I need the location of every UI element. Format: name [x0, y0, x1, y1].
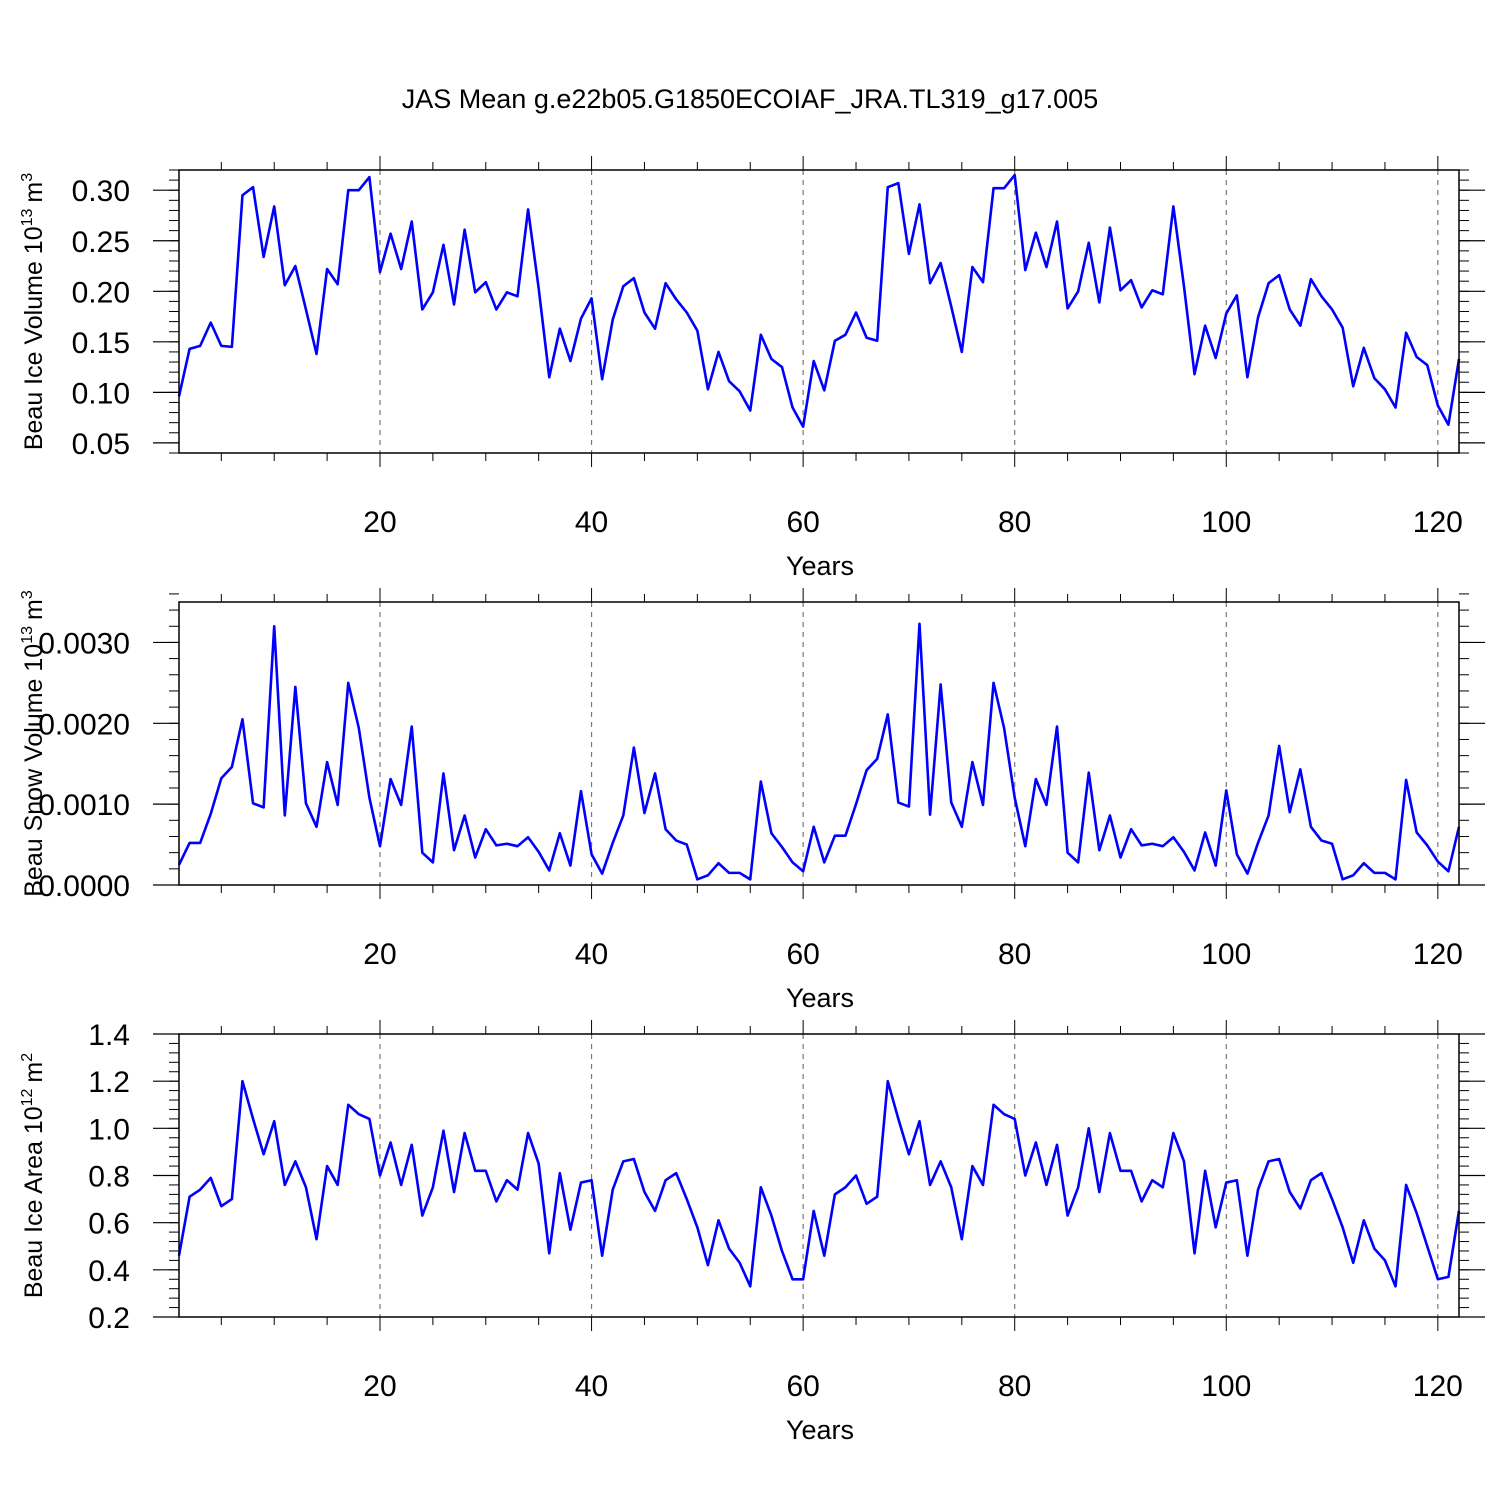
panels: 0.05 0.10 0.15 0.20 0.25 0.30 20 40 60 80 100 120 Ye…: [19, 156, 1485, 1445]
plot-frame: [178, 169, 1460, 454]
x-tick-label: 120: [1413, 1370, 1463, 1403]
chart-panel-3: 0.2 0.4 0.6 0.8 1.0 1.2 1.4 20 40 60 80 100 120 Years…: [19, 1019, 1485, 1445]
x-tick-label: 60: [786, 938, 819, 971]
y-axis-label-unit-exponent: 2: [19, 1053, 36, 1062]
y-tick-label: 0.0030: [38, 627, 130, 660]
y-tick-label: 0.20: [72, 276, 130, 309]
x-tick-label: 120: [1413, 938, 1463, 971]
x-tick-label: 100: [1201, 506, 1251, 539]
y-tick-label: 0.0010: [38, 789, 130, 822]
x-tick-label: 120: [1413, 506, 1463, 539]
x-tick-label: 20: [363, 938, 396, 971]
y-tick-label: 0.4: [88, 1255, 130, 1288]
y-tick-label: 0.15: [72, 327, 130, 360]
chart-panel-1: 0.05 0.10 0.15 0.20 0.25 0.30 20 40 60 80 100 120 Ye…: [19, 156, 1485, 581]
x-axis-label: Years: [786, 551, 854, 581]
x-tick-label: 40: [575, 1370, 608, 1403]
y-tick-label: 0.0000: [38, 870, 130, 903]
y-tick-label: 0.30: [72, 175, 130, 208]
y-axis-label-exponent: 13: [19, 626, 36, 644]
y-axis-label: Beau Ice Area 1012 m2: [19, 1053, 48, 1298]
y-axis-label-text: Beau Snow Volume 10: [20, 644, 48, 897]
y-axis-label-exponent: 13: [19, 208, 36, 226]
x-tick-label: 80: [998, 506, 1031, 539]
chart-title: JAS Mean g.e22b05.G1850ECOIAF_JRA.TL319_…: [402, 84, 1098, 114]
x-tick-label: 20: [363, 1370, 396, 1403]
y-axis-label: Beau Ice Volume 1013 m3: [19, 173, 48, 450]
x-tick-label: 40: [575, 938, 608, 971]
y-axis-label-text: Beau Ice Volume 10: [20, 226, 48, 450]
y-axis-label: Beau Snow Volume 1013 m3: [19, 590, 48, 897]
y-tick-label: 0.05: [72, 428, 130, 461]
x-tick-label: 80: [998, 1370, 1031, 1403]
x-tick-label: 80: [998, 938, 1031, 971]
y-tick-label: 1.0: [88, 1113, 130, 1146]
series-line-beau-snow-volume: [177, 622, 1461, 881]
y-tick-label: 1.4: [88, 1019, 130, 1052]
y-axis-label-unit: m: [20, 1062, 48, 1083]
x-tick-label: 100: [1201, 938, 1251, 971]
x-axis-label: Years: [786, 983, 854, 1013]
y-axis-label-exponent: 12: [19, 1088, 36, 1106]
x-tick-label: 20: [363, 506, 396, 539]
x-tick-label: 60: [786, 506, 819, 539]
y-axis-label-unit-exponent: 3: [19, 590, 36, 599]
y-axis-label-text: Beau Ice Area 10: [20, 1106, 48, 1298]
y-tick-label: 0.25: [72, 226, 130, 259]
x-tick-label: 40: [575, 506, 608, 539]
x-axis-label: Years: [786, 1415, 854, 1445]
y-axis-label-unit: m: [20, 599, 48, 620]
plot-frame: [178, 1033, 1460, 1318]
y-tick-label: 1.2: [88, 1066, 130, 1099]
y-axis-label-unit-exponent: 3: [19, 173, 36, 182]
x-tick-label: 100: [1201, 1370, 1251, 1403]
y-tick-label: 0.0020: [38, 708, 130, 741]
x-tick-label: 60: [786, 1370, 819, 1403]
y-axis-label-unit: m: [20, 182, 48, 203]
y-tick-label: 0.2: [88, 1302, 130, 1335]
series-line-beau-ice-area: [177, 1079, 1461, 1288]
plot-frame: [178, 601, 1460, 886]
y-tick-label: 0.10: [72, 377, 130, 410]
y-tick-label: 0.6: [88, 1208, 130, 1241]
chart-panel-2: 0.0000 0.0010 0.0020 0.0030 20 40 60 80 100 120 Ye…: [19, 588, 1485, 1013]
series-line-beau-ice-volume: [177, 173, 1461, 429]
y-tick-label: 0.8: [88, 1161, 130, 1194]
